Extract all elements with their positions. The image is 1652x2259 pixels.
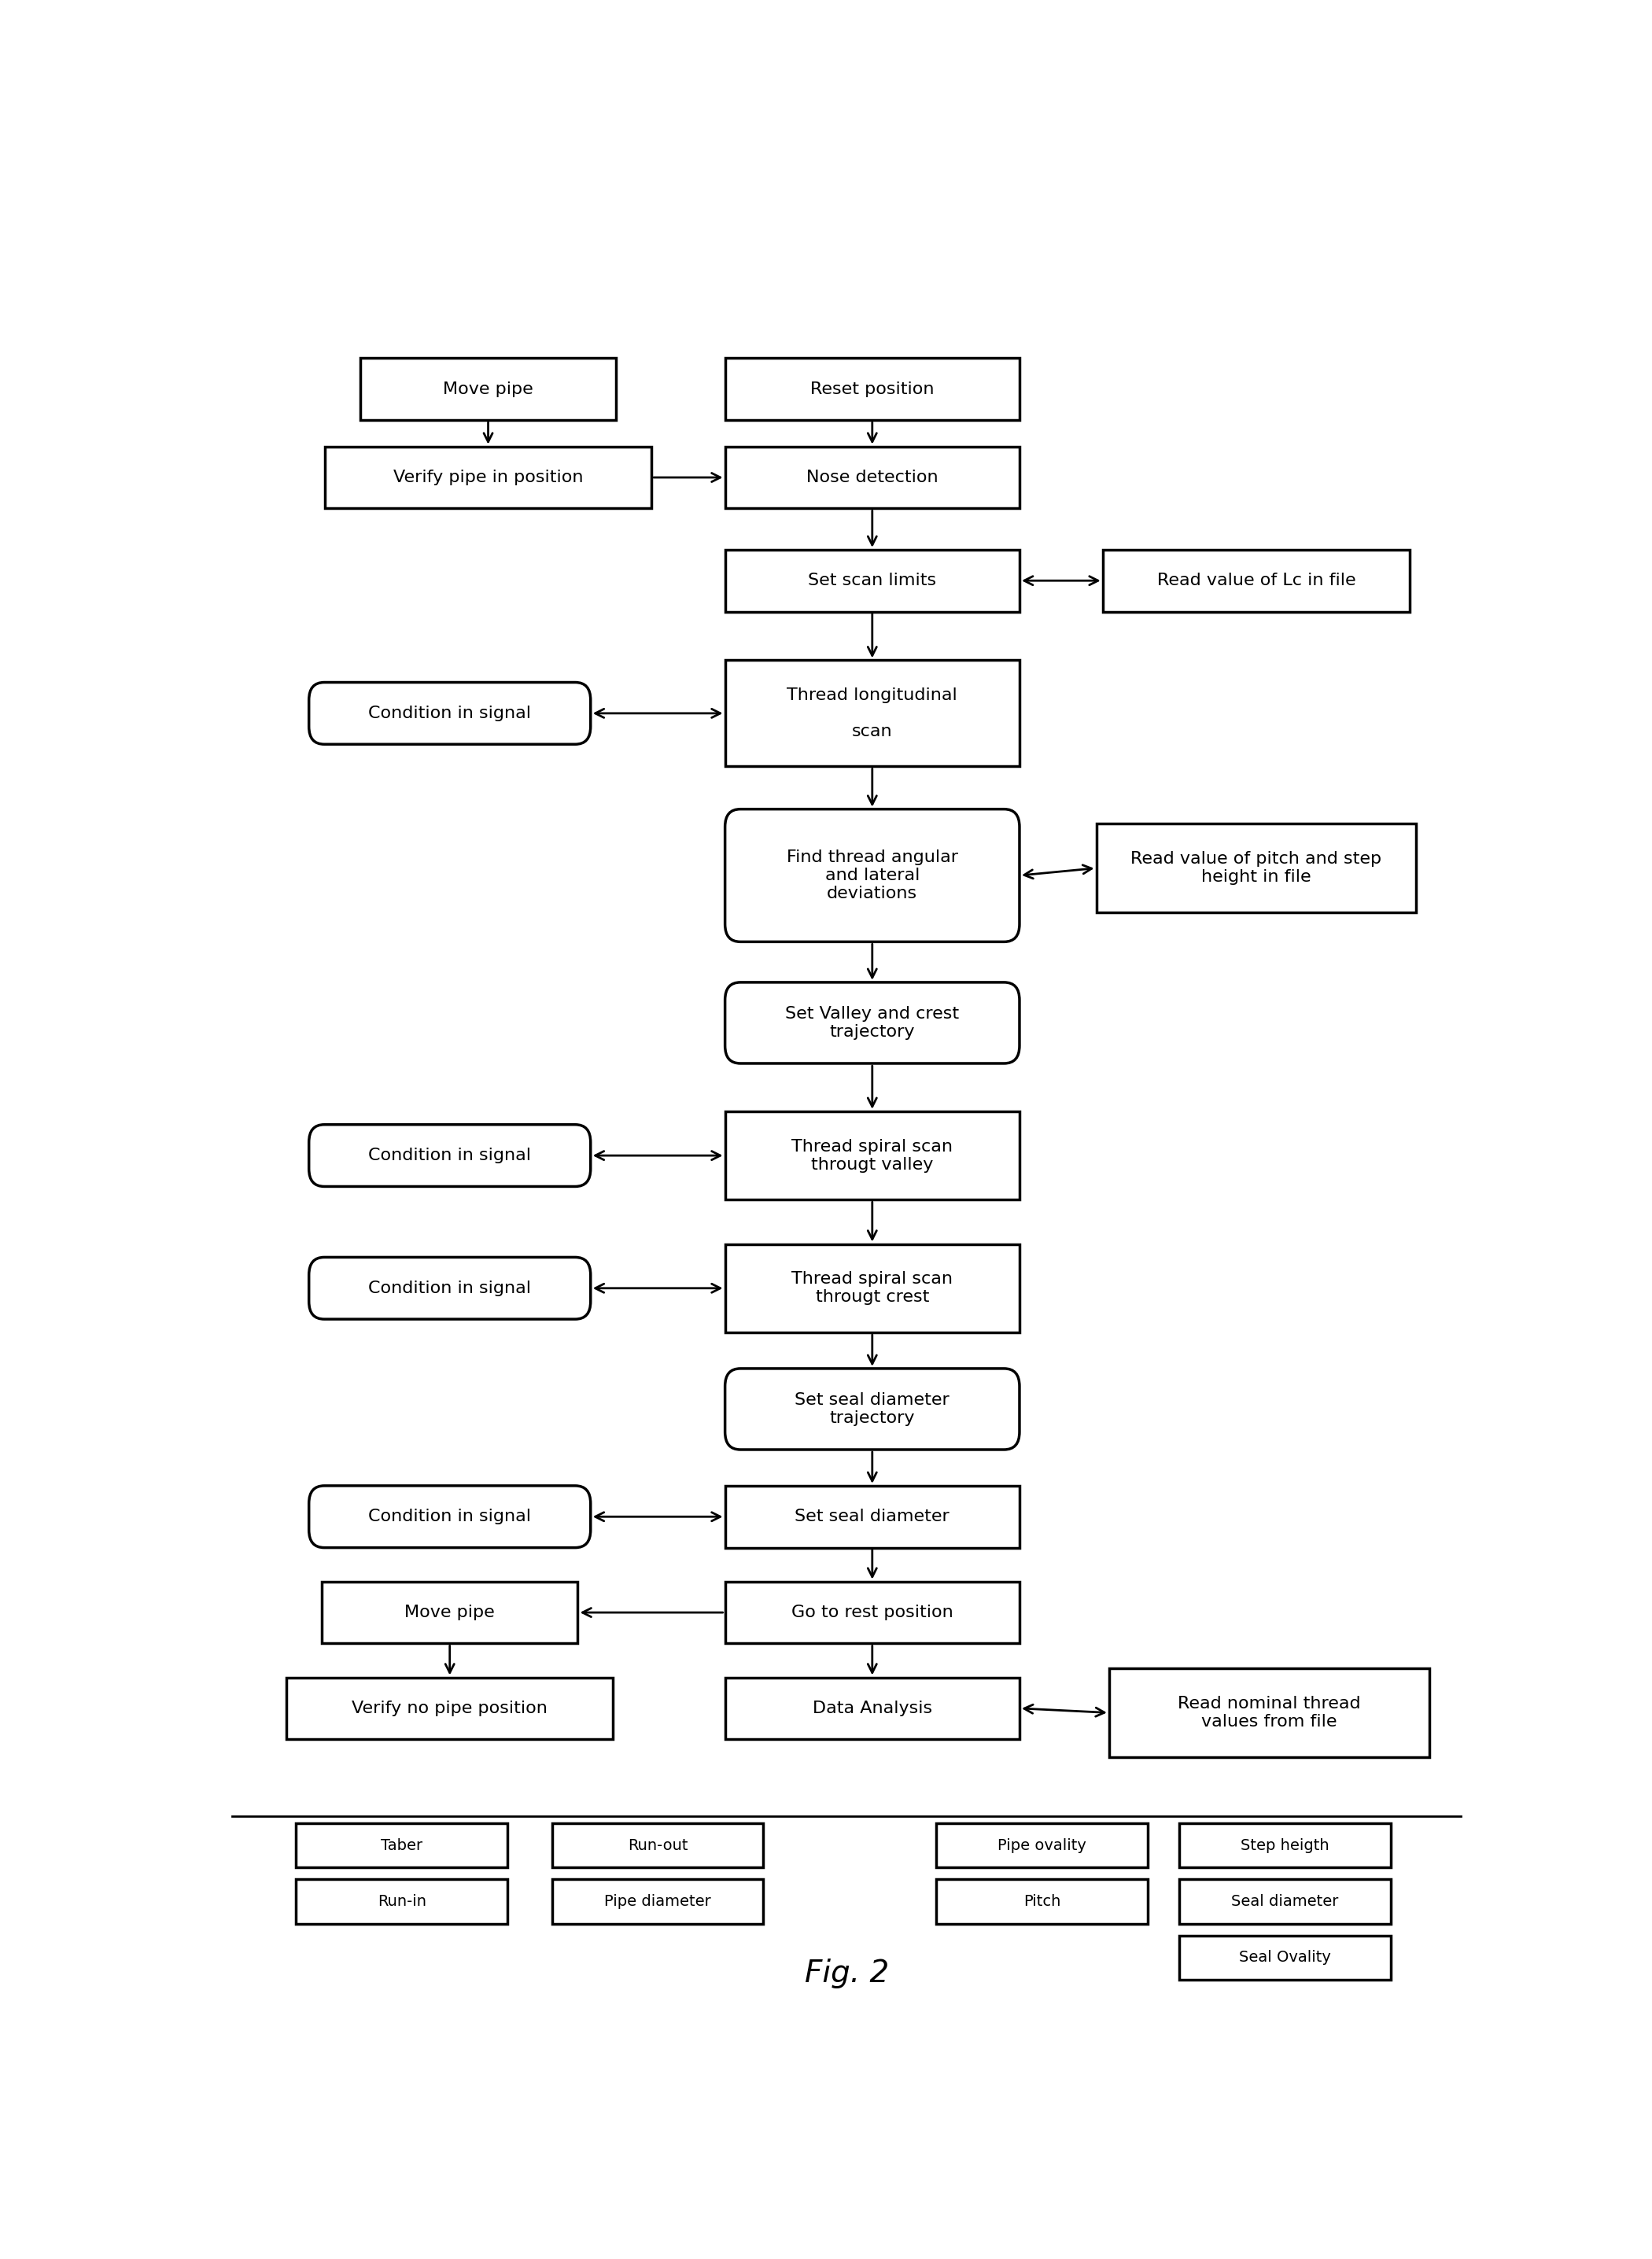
FancyBboxPatch shape (725, 1678, 1019, 1739)
Text: Set seal diameter
trajectory: Set seal diameter trajectory (795, 1392, 950, 1425)
FancyBboxPatch shape (725, 1486, 1019, 1547)
Text: Verify pipe in position: Verify pipe in position (393, 470, 583, 486)
FancyBboxPatch shape (552, 1823, 763, 1868)
Text: Data Analysis: Data Analysis (813, 1701, 932, 1717)
FancyBboxPatch shape (725, 1369, 1019, 1450)
FancyBboxPatch shape (725, 1111, 1019, 1200)
Text: Seal Ovality: Seal Ovality (1239, 1950, 1332, 1965)
FancyBboxPatch shape (725, 1581, 1019, 1645)
Text: Thread longitudinal

scan: Thread longitudinal scan (786, 687, 958, 739)
FancyBboxPatch shape (1108, 1669, 1429, 1758)
FancyBboxPatch shape (725, 549, 1019, 612)
Text: Taber: Taber (382, 1839, 423, 1852)
Text: Read nominal thread
values from file: Read nominal thread values from file (1178, 1697, 1361, 1730)
Text: Read value of Lc in file: Read value of Lc in file (1156, 574, 1356, 590)
FancyBboxPatch shape (309, 1125, 591, 1186)
FancyBboxPatch shape (725, 1245, 1019, 1333)
FancyBboxPatch shape (325, 447, 651, 508)
Text: Thread spiral scan
througt valley: Thread spiral scan througt valley (791, 1139, 953, 1172)
Text: Pipe diameter: Pipe diameter (605, 1893, 712, 1909)
Text: Run-out: Run-out (628, 1839, 687, 1852)
FancyBboxPatch shape (937, 1879, 1148, 1925)
Text: Condition in signal: Condition in signal (368, 705, 532, 721)
Text: Set seal diameter: Set seal diameter (795, 1509, 950, 1525)
Text: Fig. 2: Fig. 2 (805, 1959, 889, 1988)
FancyBboxPatch shape (1180, 1879, 1391, 1925)
Text: Set scan limits: Set scan limits (808, 574, 937, 590)
FancyBboxPatch shape (725, 357, 1019, 420)
FancyBboxPatch shape (309, 1486, 591, 1547)
FancyBboxPatch shape (725, 983, 1019, 1064)
Text: Move pipe: Move pipe (405, 1604, 496, 1620)
Text: Condition in signal: Condition in signal (368, 1281, 532, 1297)
Text: Nose detection: Nose detection (806, 470, 938, 486)
Text: Seal diameter: Seal diameter (1231, 1893, 1338, 1909)
FancyBboxPatch shape (937, 1823, 1148, 1868)
Text: Find thread angular
and lateral
deviations: Find thread angular and lateral deviatio… (786, 849, 958, 901)
FancyBboxPatch shape (725, 660, 1019, 766)
Text: Go to rest position: Go to rest position (791, 1604, 953, 1620)
FancyBboxPatch shape (286, 1678, 613, 1739)
Text: Verify no pipe position: Verify no pipe position (352, 1701, 548, 1717)
Text: Set Valley and crest
trajectory: Set Valley and crest trajectory (785, 1005, 960, 1039)
FancyBboxPatch shape (322, 1581, 578, 1645)
FancyBboxPatch shape (725, 809, 1019, 942)
FancyBboxPatch shape (725, 447, 1019, 508)
Text: Move pipe: Move pipe (443, 382, 534, 398)
FancyBboxPatch shape (1104, 549, 1409, 612)
Text: Thread spiral scan
througt crest: Thread spiral scan througt crest (791, 1272, 953, 1306)
FancyBboxPatch shape (1180, 1936, 1391, 1979)
FancyBboxPatch shape (296, 1879, 507, 1925)
Text: Read value of pitch and step
height in file: Read value of pitch and step height in f… (1132, 852, 1381, 886)
FancyBboxPatch shape (309, 682, 591, 743)
Text: Pipe ovality: Pipe ovality (998, 1839, 1087, 1852)
Text: Run-in: Run-in (377, 1893, 426, 1909)
Text: Step heigth: Step heigth (1241, 1839, 1330, 1852)
FancyBboxPatch shape (1180, 1823, 1391, 1868)
FancyBboxPatch shape (360, 357, 616, 420)
Text: Condition in signal: Condition in signal (368, 1148, 532, 1163)
Text: Pitch: Pitch (1023, 1893, 1061, 1909)
FancyBboxPatch shape (309, 1258, 591, 1319)
Text: Reset position: Reset position (811, 382, 935, 398)
FancyBboxPatch shape (552, 1879, 763, 1925)
Text: Condition in signal: Condition in signal (368, 1509, 532, 1525)
FancyBboxPatch shape (296, 1823, 507, 1868)
FancyBboxPatch shape (1097, 825, 1416, 913)
